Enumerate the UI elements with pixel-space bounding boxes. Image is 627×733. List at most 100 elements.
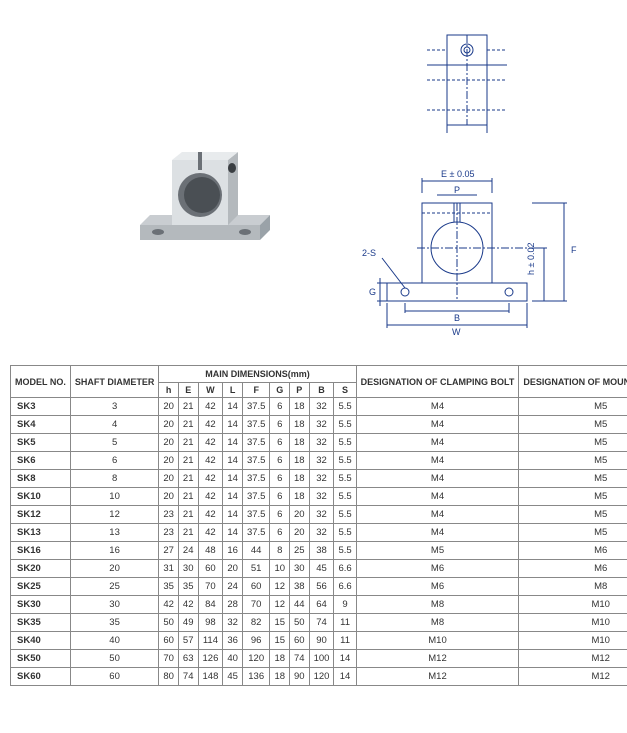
cell-value: 20 <box>290 524 310 542</box>
cell-value: 126 <box>198 650 223 668</box>
cell-value: 60 <box>290 632 310 650</box>
cell-value: 42 <box>198 506 223 524</box>
col-mounting: DESIGNATION OF MOUNTING BOLT <box>519 366 627 398</box>
table-row: SK662021421437.5618325.5M4M50.024 <box>11 452 627 470</box>
cell-value: 32 <box>309 452 334 470</box>
cell-value: M5 <box>519 398 627 416</box>
cell-value: 14 <box>223 506 243 524</box>
top-illustrations: E ± 0.05 P 2-S G B W F h ± 0.02 <box>10 10 617 350</box>
cell-value: M8 <box>519 578 627 596</box>
cell-value: 120 <box>309 668 334 686</box>
cell-value: 5.5 <box>334 452 356 470</box>
label-w: W <box>452 327 461 337</box>
cell-value: 13 <box>70 524 159 542</box>
cell-value: M5 <box>356 542 519 560</box>
cell-value: 5.5 <box>334 434 356 452</box>
cell-value: 24 <box>223 578 243 596</box>
cell-value: 32 <box>223 614 243 632</box>
cell-model: SK3 <box>11 398 71 416</box>
cell-value: M6 <box>519 542 627 560</box>
cell-model: SK6 <box>11 452 71 470</box>
cell-value: 21 <box>178 434 198 452</box>
cell-value: 32 <box>309 524 334 542</box>
cell-value: 18 <box>290 416 310 434</box>
cell-value: 14 <box>223 416 243 434</box>
cell-value: 114 <box>198 632 223 650</box>
cell-value: 42 <box>198 416 223 434</box>
col-E: E <box>178 383 198 398</box>
cell-value: 74 <box>178 668 198 686</box>
label-f: F <box>571 245 577 255</box>
cell-model: SK12 <box>11 506 71 524</box>
cell-value: M12 <box>356 650 519 668</box>
table-row: SK882021421437.5618325.5M4M50.024 <box>11 470 627 488</box>
cell-value: 6 <box>270 452 290 470</box>
cell-value: 90 <box>309 632 334 650</box>
table-row: SK202031306020511030456.6M6M60.070 <box>11 560 627 578</box>
cell-value: 48 <box>198 542 223 560</box>
cell-value: 60 <box>70 668 159 686</box>
cell-value: M5 <box>519 488 627 506</box>
cell-value: 16 <box>223 542 243 560</box>
cell-value: 14 <box>223 398 243 416</box>
cell-value: 14 <box>223 488 243 506</box>
cell-value: 14 <box>334 650 356 668</box>
cell-value: 56 <box>309 578 334 596</box>
cell-value: 100 <box>309 650 334 668</box>
cell-value: 32 <box>309 398 334 416</box>
cell-value: 14 <box>223 470 243 488</box>
cell-value: 5.5 <box>334 398 356 416</box>
cell-value: 16 <box>70 542 159 560</box>
cell-value: 20 <box>159 398 179 416</box>
col-W: W <box>198 383 223 398</box>
cell-value: 20 <box>290 506 310 524</box>
cell-value: 15 <box>270 614 290 632</box>
cell-value: 11 <box>334 632 356 650</box>
cell-value: 31 <box>159 560 179 578</box>
cell-value: 6.6 <box>334 560 356 578</box>
cell-value: 21 <box>178 416 198 434</box>
cell-value: 120 <box>242 650 270 668</box>
cell-value: M4 <box>356 434 519 452</box>
cell-value: 70 <box>242 596 270 614</box>
cell-value: 74 <box>309 614 334 632</box>
label-b: B <box>454 313 460 323</box>
cell-value: 18 <box>290 452 310 470</box>
cell-value: 3 <box>70 398 159 416</box>
cell-value: 20 <box>70 560 159 578</box>
cell-value: 10 <box>270 560 290 578</box>
cell-value: 18 <box>290 398 310 416</box>
cell-value: M10 <box>356 632 519 650</box>
cell-value: 42 <box>198 524 223 542</box>
cell-model: SK20 <box>11 560 71 578</box>
cell-value: M8 <box>356 614 519 632</box>
cell-value: 35 <box>70 614 159 632</box>
cell-value: 5.5 <box>334 524 356 542</box>
cell-value: 60 <box>198 560 223 578</box>
cell-model: SK30 <box>11 596 71 614</box>
cell-value: 51 <box>242 560 270 578</box>
table-body: SK332021421437.5618325.5M4M50.024SK44202… <box>11 398 627 686</box>
cell-value: 12 <box>270 596 290 614</box>
label-p: P <box>454 185 460 195</box>
cell-value: 20 <box>159 452 179 470</box>
cell-value: 32 <box>309 506 334 524</box>
cell-value: 98 <box>198 614 223 632</box>
cell-value: 14 <box>223 452 243 470</box>
table-row: SK5050706312640120187410014M12M120.750 <box>11 650 627 668</box>
cell-value: 32 <box>309 470 334 488</box>
cell-value: 18 <box>290 488 310 506</box>
cell-model: SK5 <box>11 434 71 452</box>
cell-value: 14 <box>223 434 243 452</box>
cell-value: 49 <box>178 614 198 632</box>
cell-value: 21 <box>178 488 198 506</box>
cell-value: 136 <box>242 668 270 686</box>
table-row: SK40406057114369615609011M10M100.420 <box>11 632 627 650</box>
cell-value: 50 <box>70 650 159 668</box>
col-clamping: DESIGNATION OF CLAMPING BOLT <box>356 366 519 398</box>
cell-value: M5 <box>519 434 627 452</box>
cell-value: 37.5 <box>242 470 270 488</box>
cell-value: 30 <box>290 560 310 578</box>
cell-value: 5.5 <box>334 416 356 434</box>
cell-value: 45 <box>223 668 243 686</box>
